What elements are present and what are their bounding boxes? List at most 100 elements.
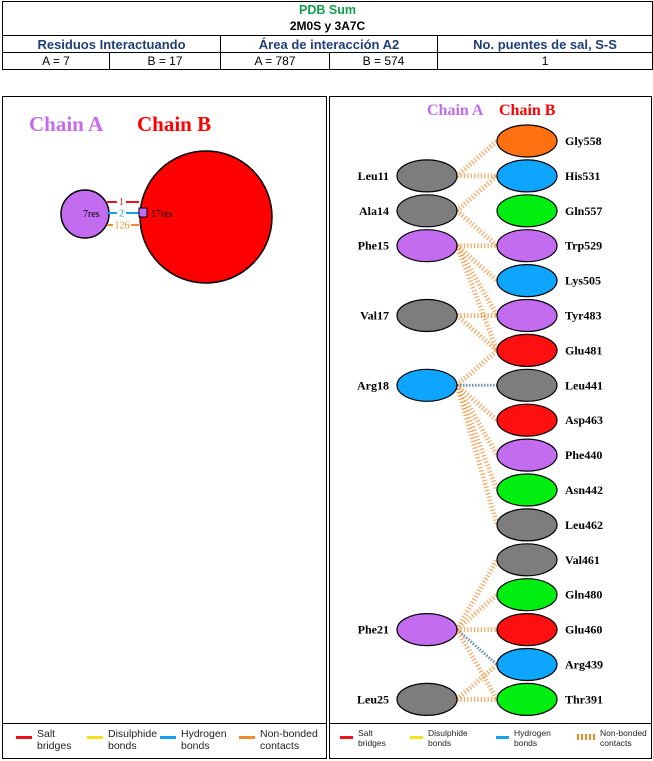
overview-legend: Salt bridges Disulphide bonds Hydrogen b… — [2, 723, 327, 759]
chain-b-residue-node — [496, 298, 558, 333]
legend-disulphide: Disulphide bonds — [87, 728, 157, 752]
non-bonded-contact-line — [455, 662, 499, 702]
chain-a-residue-node — [396, 298, 458, 333]
legend-disulphide-swatch — [410, 736, 423, 739]
chain-b-residue-label: Arg439 — [565, 658, 603, 672]
chain-b-residue-node — [496, 368, 558, 402]
cell-area-b: B = 574 — [329, 52, 438, 70]
chain-a-label: Chain A — [29, 112, 104, 136]
chain-b-residue-label: Thr391 — [565, 692, 603, 706]
chain-a-residue-node — [396, 229, 458, 263]
chain-b-residue-node — [496, 264, 558, 298]
chain-b-residue-node — [496, 159, 558, 193]
header-salt-bridges: No. puentes de sal, S-S — [436, 35, 653, 53]
non-bonded-count: 126 — [115, 221, 130, 232]
non-bonded-contact-line — [455, 313, 499, 353]
header-interacting-residues: Residuos Interactuando — [2, 35, 221, 53]
legend-non-bonded-swatch — [239, 736, 255, 739]
chain-b-residue-label: His531 — [565, 169, 600, 183]
chain-b-residue-node — [496, 682, 558, 717]
interaction-links — [454, 139, 500, 702]
chain-b-residue-label: Phe440 — [565, 448, 602, 462]
legend-salt-bridges-swatch — [16, 736, 32, 739]
non-bonded-contact-line — [454, 558, 500, 631]
legend-non-bonded-label: Non-bonded contacts — [600, 728, 647, 748]
legend-salt-bridges: Salt bridges — [16, 728, 71, 752]
legend-disulphide-label: Disulphide bonds — [428, 728, 468, 748]
legend-salt-bridges-swatch — [340, 736, 353, 739]
chain-b-residue-label: Trp529 — [565, 239, 602, 253]
legend-hydrogen: Hydrogen bonds — [496, 728, 551, 748]
legend-disulphide: Disulphide bonds — [410, 728, 468, 748]
chain-a-residue-node — [396, 194, 458, 228]
chain-a-residue-node — [396, 612, 458, 647]
salt-bridges-count: 1 — [119, 197, 124, 208]
legend-disulphide-swatch — [87, 736, 103, 739]
residue-interactions-panel: Chain A Chain B Leu11 Ala14 Phe15 Val17 Arg1… — [329, 96, 652, 724]
chain-overview-panel: Chain A Chain B 1 2 126 7res 17res — [2, 96, 327, 724]
cell-residues-a: A = 7 — [2, 52, 110, 70]
table-title: PDB Sum — [1, 1, 653, 19]
chain-b-residue-label: Val461 — [565, 553, 600, 567]
chain-b-residue-label: Tyr483 — [565, 309, 601, 323]
non-bonded-contact-line — [454, 244, 500, 317]
chain-b-residue-node — [496, 473, 558, 507]
non-bonded-contact-line — [455, 592, 499, 632]
chain-a-residue-label: Phe15 — [358, 239, 389, 253]
cell-residues-b: B = 17 — [109, 52, 221, 70]
chain-b-residue-label: Leu441 — [565, 378, 603, 392]
chain-b-residue-node — [496, 543, 558, 577]
hydrogen-bonds-count: 2 — [119, 209, 124, 220]
chain-a-residue-label: Val17 — [360, 309, 389, 323]
chain-overview-diagram: Chain A Chain B 1 2 126 7res 17res — [29, 112, 273, 284]
chain-a-residue-label: Leu25 — [357, 692, 389, 706]
non-bonded-contact-line — [454, 384, 500, 491]
chain-b-residue-label: Gly558 — [565, 134, 602, 148]
chain-b-residue-label: Glu481 — [565, 343, 602, 357]
chain-a-residue-label: Ala14 — [359, 204, 389, 218]
chain-a-residue-label: Leu11 — [358, 169, 389, 183]
chain-b-residue-count: 17res — [151, 209, 173, 220]
chain-b-residue-label: Glu460 — [565, 623, 602, 637]
chain-b-residue-node — [496, 508, 558, 542]
non-bonded-contact-line — [455, 243, 499, 283]
residue-nodes: Leu11 Ala14 Phe15 Val17 Arg18 Phe21 Leu25 Gly55… — [357, 124, 603, 717]
chain-b-label: Chain B — [137, 112, 211, 136]
legend-non-bonded: Non-bonded contacts — [577, 728, 647, 748]
res-chain-a-label: Chain A — [427, 102, 484, 119]
chain-b-residue-node — [496, 333, 558, 367]
legend-salt-bridges: Salt bridges — [340, 728, 386, 748]
res-chain-b-label: Chain B — [499, 102, 556, 119]
chain-b-residue-label: Gln480 — [565, 588, 602, 602]
chain-b-residue-label: Gln557 — [565, 204, 602, 218]
legend-non-bonded-swatch — [577, 734, 595, 740]
legend-salt-bridges-label: Salt bridges — [358, 728, 386, 748]
residue-interaction-diagram: Chain A Chain B Leu11 Ala14 Phe15 Val17 Arg1… — [357, 102, 603, 717]
legend-hydrogen-label: Hydrogen bonds — [514, 728, 551, 748]
chain-a-residue-label: Phe21 — [358, 623, 389, 637]
non-bonded-contact-line — [455, 139, 499, 178]
chain-a-residue-label: Arg18 — [357, 378, 389, 392]
chain-b-residue-node — [496, 647, 558, 682]
non-bonded-contact-line — [454, 384, 500, 457]
residue-legend: Salt bridges Disulphide bonds Hydrogen b… — [329, 723, 652, 759]
header-interaction-area: Área de interacción A2 — [220, 35, 438, 53]
non-bonded-contact-line — [455, 174, 499, 213]
chain-a-residue-node — [396, 682, 458, 717]
legend-hydrogen: Hydrogen bonds — [160, 728, 227, 752]
chain-b-residue-node — [496, 578, 558, 612]
chain-b-residue-node — [496, 124, 558, 158]
count-bg — [117, 207, 126, 218]
count-bg — [113, 220, 131, 231]
chain-a-residue-node — [396, 159, 458, 193]
legend-disulphide-label: Disulphide bonds — [108, 728, 158, 752]
non-bonded-contact-line — [454, 628, 500, 701]
chain-b-residue-node — [496, 229, 558, 263]
legend-hydrogen-swatch — [496, 736, 509, 739]
chain-b-residue-node — [496, 612, 558, 647]
non-bonded-contact-line — [454, 384, 500, 526]
cell-salt-bridges: 1 — [436, 52, 653, 70]
chain-b-residue-label: Asp463 — [565, 413, 603, 427]
legend-hydrogen-swatch — [160, 736, 176, 739]
chain-b-residue-node — [496, 438, 558, 472]
